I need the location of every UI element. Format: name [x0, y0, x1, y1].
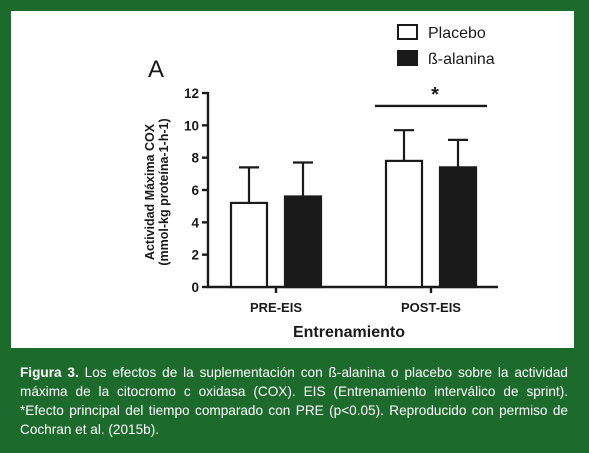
x-tick-label-0: PRE-EIS: [250, 300, 302, 315]
y-tick-label-0: 0: [191, 280, 199, 295]
significance-star: *: [431, 84, 439, 106]
y-tick-label-3: 6: [191, 183, 199, 198]
bar-post-eis-0: [384, 159, 424, 289]
bar-pre-eis-0: [229, 201, 269, 289]
bar-chart: A Actividad Máxima COX (mmol-kg proteína…: [143, 24, 498, 341]
legend-label-0: Placebo: [428, 25, 486, 42]
y-tick-label-6: 12: [184, 86, 199, 101]
legend: Placebo ß-alanina: [397, 24, 495, 68]
y-tick-label-4: 8: [191, 151, 199, 166]
caption-text: Los efectos de la suplementación con ß-a…: [20, 365, 568, 437]
legend-swatch-0: [397, 24, 418, 40]
x-axis: PRE-EIS POST-EIS: [207, 285, 498, 315]
legend-label-1: ß-alanina: [428, 51, 495, 68]
bars: [229, 129, 478, 289]
y-tick-label-2: 4: [191, 215, 199, 230]
y-axis-title-line1: Actividad Máxima COX: [143, 123, 157, 260]
y-tick-label-5: 10: [184, 118, 199, 133]
figure-caption: Figura 3. Los efectos de la suplementaci…: [20, 363, 568, 439]
y-axis: 0 2 4 6 8 10 12: [184, 86, 210, 295]
legend-swatch-1: [397, 50, 418, 66]
y-axis-title-line2: (mmol-kg proteína-1-h-1): [157, 118, 171, 265]
x-axis-title: Entrenamiento: [293, 324, 405, 341]
x-tick-label-1: POST-EIS: [401, 300, 461, 315]
significance-marker: *: [375, 84, 487, 108]
bar-post-eis-1: [438, 166, 478, 289]
y-axis-title: Actividad Máxima COX (mmol-kg proteína-1…: [143, 118, 171, 265]
panel-label: A: [148, 56, 164, 83]
bar-pre-eis-1: [283, 195, 323, 289]
y-tick-label-1: 2: [191, 248, 199, 263]
caption-label: Figura 3.: [20, 365, 79, 380]
chart-panel: A Actividad Máxima COX (mmol-kg proteína…: [11, 11, 574, 348]
